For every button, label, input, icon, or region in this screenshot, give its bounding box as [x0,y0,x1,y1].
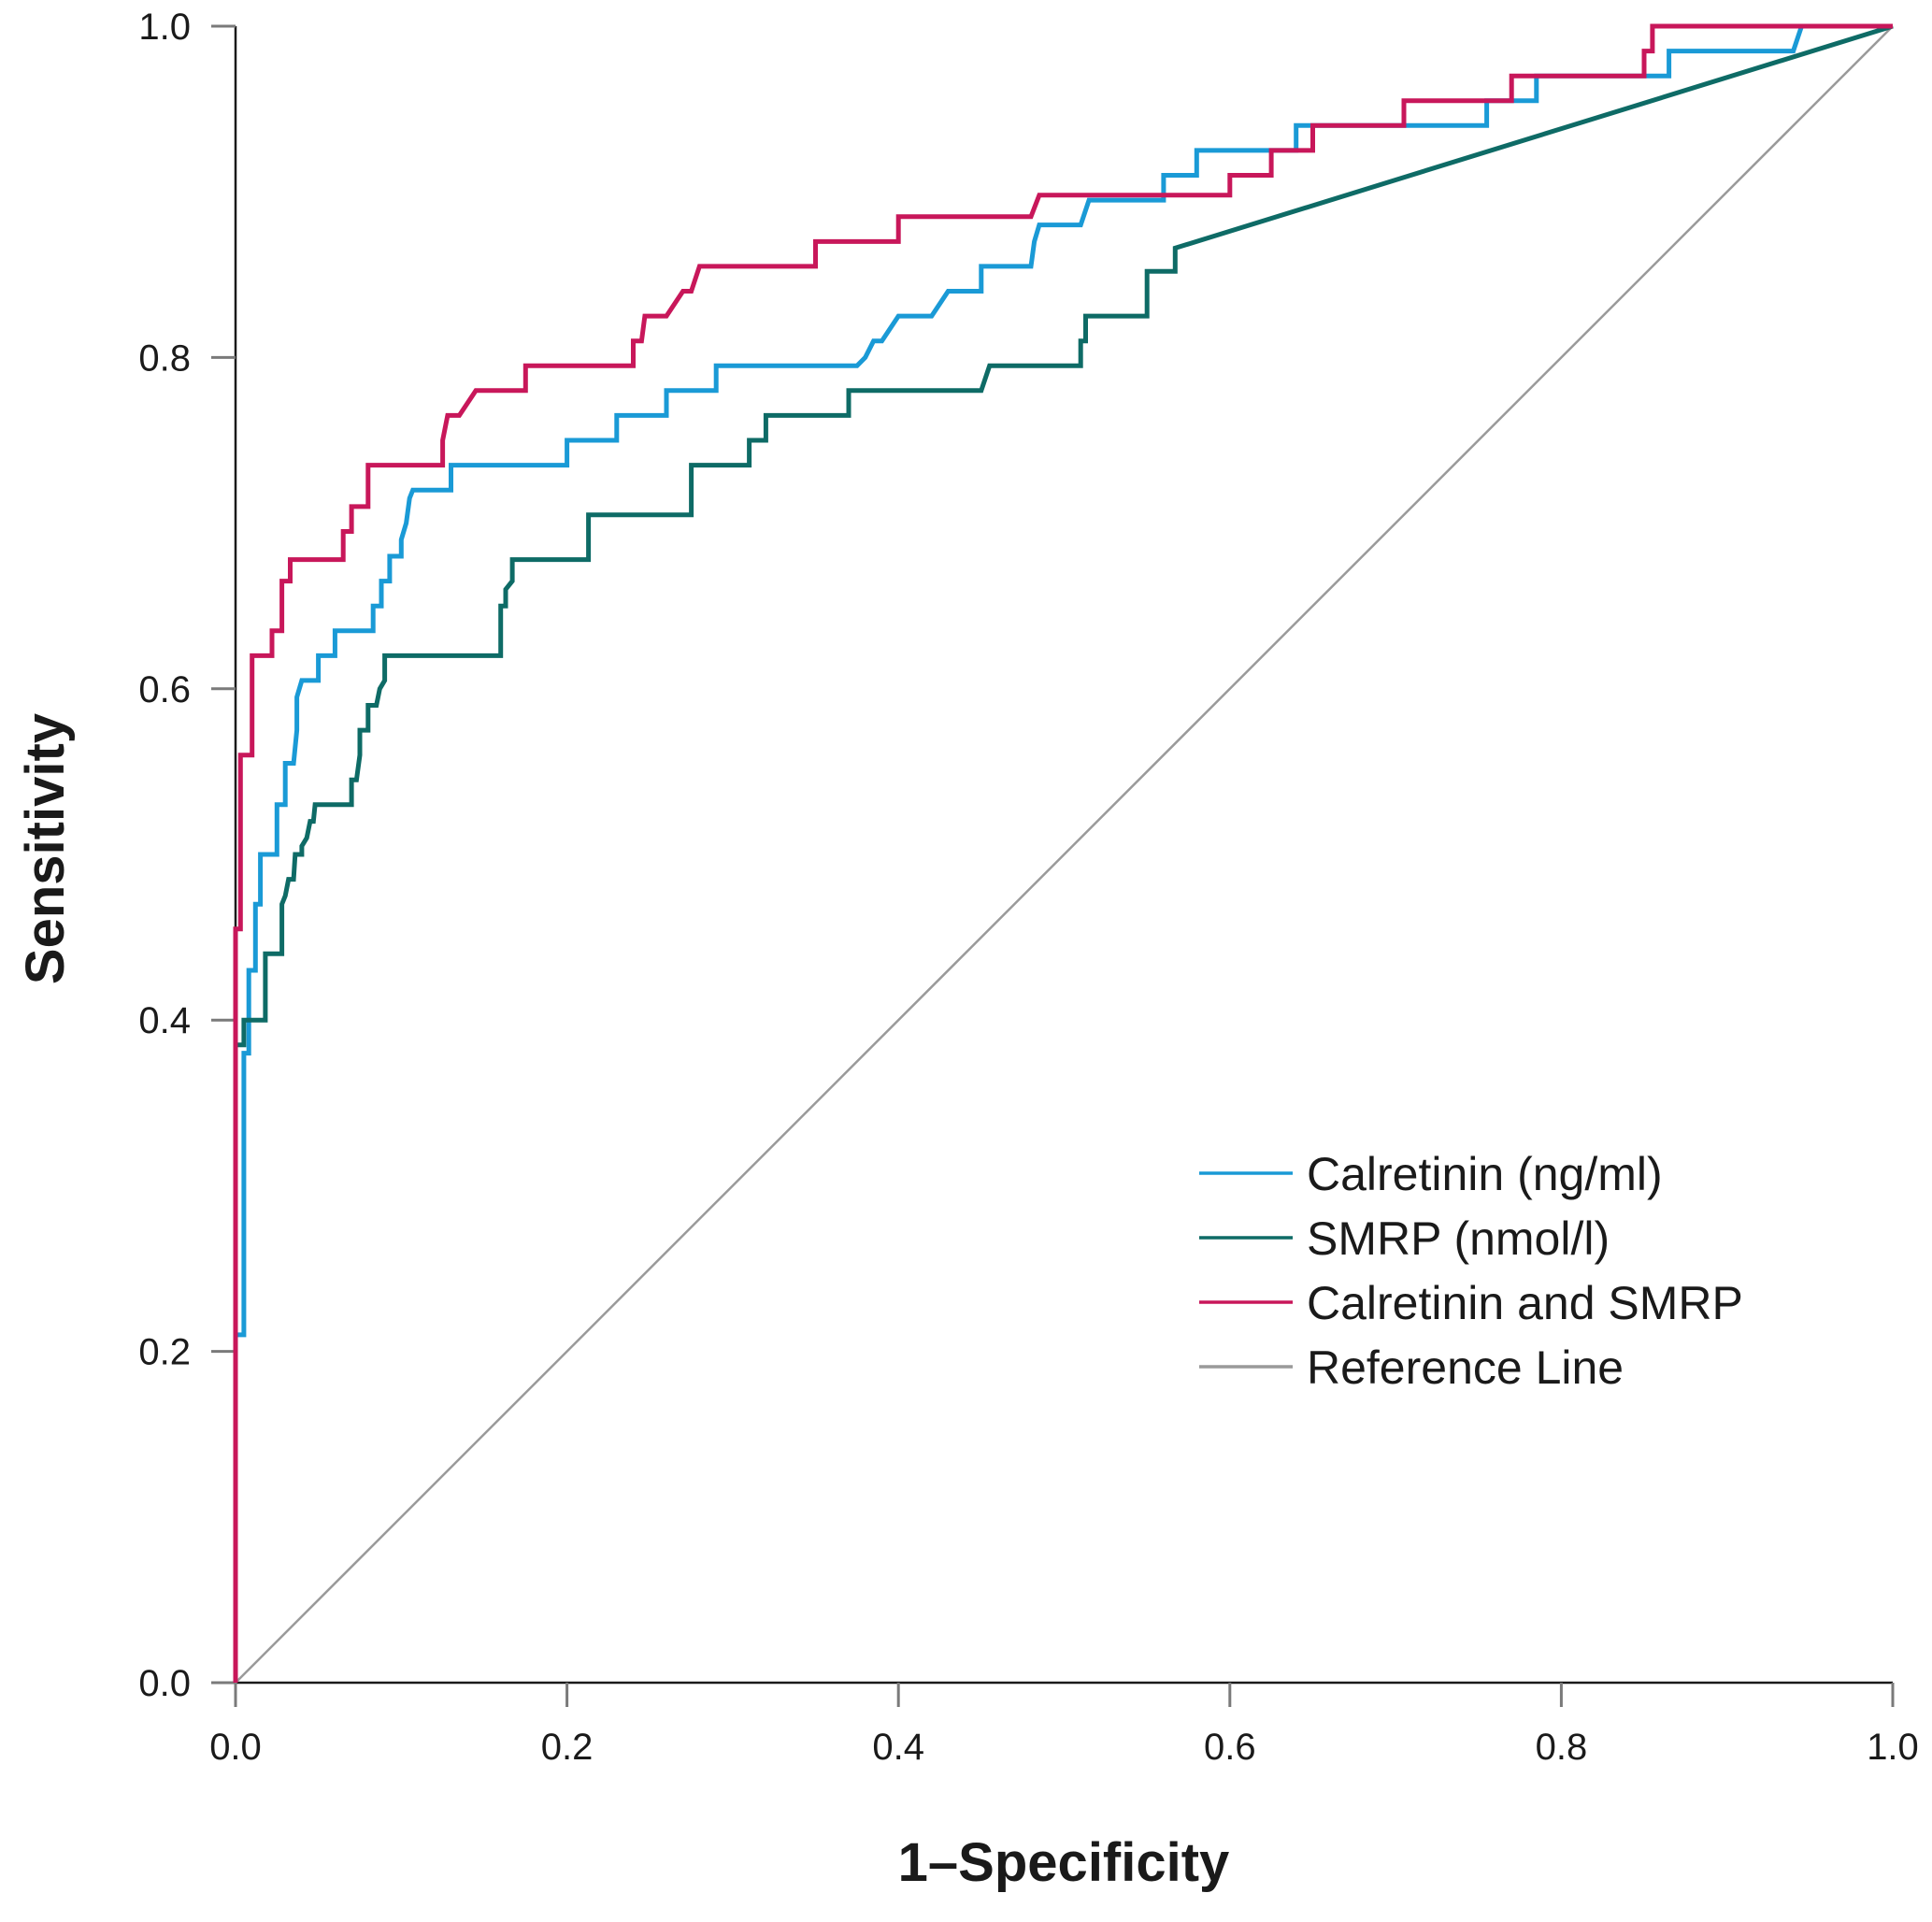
y-tick-label: 0.8 [138,337,191,379]
legend-label: SMRP (nmol/l) [1307,1212,1610,1265]
y-tick-label: 0.0 [138,1663,191,1704]
y-tick-label: 0.6 [138,669,191,710]
x-tick-label: 0.6 [1204,1727,1256,1768]
x-axis-title: 1–Specificity [898,1832,1230,1893]
series-line-reference-line [235,25,1894,1684]
legend-label: Reference Line [1307,1341,1624,1394]
series-line-calretinin-ng-ml [233,23,1893,1683]
x-tick-label: 0.2 [541,1727,594,1768]
x-tick-label: 0.0 [209,1727,262,1768]
x-tick-label: 0.8 [1536,1727,1588,1768]
y-tick-label: 0.4 [138,1000,191,1041]
y-axis-title: Sensitivity [15,713,76,984]
y-tick-label: 1.0 [138,7,191,48]
legend-label: Calretinin and SMRP [1307,1277,1743,1329]
legend-label: Calretinin (ng/ml) [1307,1148,1663,1200]
y-tick-label: 0.2 [138,1332,191,1373]
x-tick-label: 1.0 [1867,1727,1919,1768]
x-tick-label: 0.4 [872,1727,924,1768]
series-line-smrp-nmol-l [233,23,1894,1683]
series-line-calretinin-and-smrp [233,23,1893,1683]
